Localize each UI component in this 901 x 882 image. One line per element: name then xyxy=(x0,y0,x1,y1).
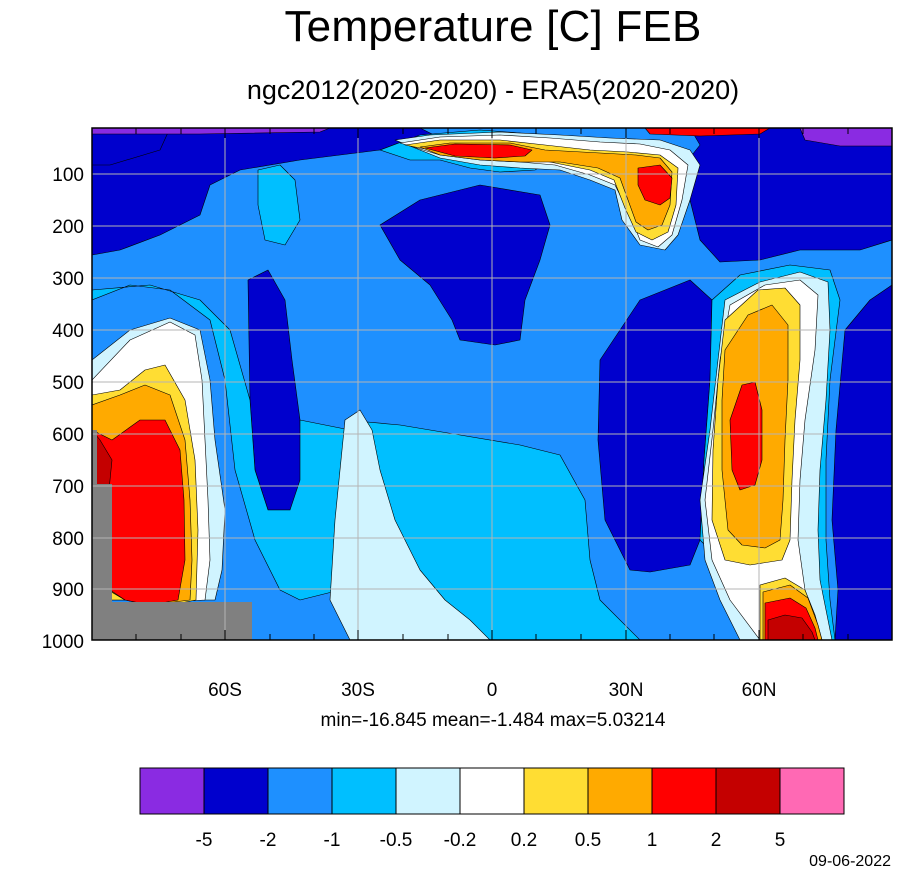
grid-lines xyxy=(92,128,892,640)
colorbar-label: -0.5 xyxy=(380,830,413,851)
contour-region-orange-upper xyxy=(419,142,673,231)
x-tick-label: 30N xyxy=(609,680,644,701)
minor-ticks xyxy=(135,128,849,640)
colorbar-label: -2 xyxy=(260,830,277,851)
y-tick-label: 800 xyxy=(52,529,84,550)
colorbar-label: 0.2 xyxy=(511,830,537,851)
contour-region-red-upper-equator xyxy=(424,143,533,159)
colorbar-label: 2 xyxy=(711,830,722,851)
chart-subtitle: ngc2012(2020-2020) - ERA5(2020-2020) xyxy=(246,75,740,105)
contour-region-purple-east xyxy=(799,128,892,147)
colorbar-label: 1 xyxy=(647,830,658,851)
x-tick-labels: 60S 30S 0 30N 60N xyxy=(208,680,776,701)
colorbar-swatch xyxy=(331,767,397,815)
colorbar xyxy=(139,767,845,815)
y-tick-label: 900 xyxy=(52,580,84,601)
y-tick-labels: 100 200 300 400 500 600 700 800 900 1000 xyxy=(42,165,84,653)
missing-data-region xyxy=(92,430,252,640)
x-tick-label: 60S xyxy=(208,680,242,701)
colorbar-swatch xyxy=(587,767,653,815)
contour-region-pale-tropics xyxy=(329,409,491,640)
colorbar-swatch xyxy=(203,767,269,815)
contour-region-light-strat-pocket xyxy=(257,164,301,246)
chart-title: Temperature [C] FEB xyxy=(284,2,702,51)
contour-region-neg-upper-east xyxy=(679,128,892,263)
contour-region-neg-strat-patch xyxy=(92,128,171,166)
colorbar-swatch xyxy=(715,767,781,815)
colorbar-label: 0.5 xyxy=(575,830,601,851)
colorbar-swatch xyxy=(651,767,717,815)
y-tick-label: 200 xyxy=(52,217,84,238)
colorbar-swatch xyxy=(139,767,205,815)
colorbar-label: -5 xyxy=(196,830,213,851)
colorbar-swatch xyxy=(395,767,461,815)
colorbar-swatch xyxy=(267,767,333,815)
x-tick-label: 30S xyxy=(341,680,375,701)
y-tick-label: 1000 xyxy=(42,632,84,653)
colorbar-label: 5 xyxy=(775,830,786,851)
contour-region-red-top-strip xyxy=(644,128,771,137)
colorbar-swatch xyxy=(779,767,845,815)
colorbar-swatch xyxy=(523,767,589,815)
colorbar-swatch xyxy=(459,767,525,815)
stats-summary: min=-16.845 mean=-1.484 max=5.03214 xyxy=(320,710,666,731)
contour-region-red-north xyxy=(729,381,763,491)
colorbar-label: -1 xyxy=(324,830,341,851)
contour-region-neg-upper-trop xyxy=(379,184,551,346)
x-tick-label: 60N xyxy=(742,680,777,701)
plot-frame xyxy=(91,127,893,641)
y-tick-label: 100 xyxy=(52,165,84,186)
contour-region-darkred-surface-north xyxy=(767,614,816,640)
colorbar-label: -0.2 xyxy=(444,830,477,851)
y-tick-label: 600 xyxy=(52,425,84,446)
date-stamp: 09-06-2022 xyxy=(809,853,891,870)
contour-region-neg-east-column xyxy=(831,284,892,640)
colorbar-labels: -5 -2 -1 -0.5 -0.2 0.2 0.5 1 2 5 xyxy=(196,830,786,851)
contour-region-red-upper-north xyxy=(637,164,673,206)
x-tick-label: 0 xyxy=(487,680,498,701)
y-tick-label: 300 xyxy=(52,269,84,290)
y-tick-label: 400 xyxy=(52,321,84,342)
y-tick-label: 700 xyxy=(52,477,84,498)
y-tick-label: 500 xyxy=(52,373,84,394)
